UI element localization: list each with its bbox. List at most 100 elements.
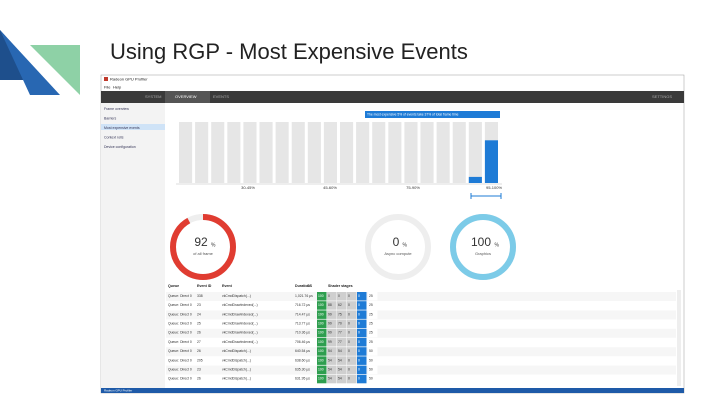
tooltip-text: The most expensive 5% of events take 37%… (367, 112, 459, 116)
cell-bg (337, 374, 347, 384)
table-header: Shader stages (328, 284, 353, 288)
table-cell: vkCmdDrawIndexed(...) (222, 340, 258, 344)
sidebar-item[interactable]: Barriers (104, 116, 117, 120)
ring-unit: % (403, 242, 408, 248)
sidebar-item[interactable]: Context rolls (104, 135, 124, 139)
status-bar (101, 388, 684, 393)
table-cell: 0 (348, 377, 350, 381)
histogram-bin-bg (388, 122, 402, 183)
cell-bg (368, 328, 378, 338)
cell-bg (368, 319, 378, 329)
histogram-bin-bg (307, 122, 321, 183)
table-cell: 0 (358, 367, 360, 371)
sidebar-item[interactable]: Frame overview (104, 107, 129, 111)
tab[interactable]: SYSTEM (145, 94, 161, 99)
table-cell: 0 (348, 358, 350, 362)
table-cell: 25 (369, 303, 373, 307)
histogram-bin-bg (323, 122, 337, 183)
table-header: Event ID (197, 284, 212, 288)
cell-bg (368, 310, 378, 319)
table-cell: 54 (328, 377, 332, 381)
scrollbar (677, 290, 681, 386)
table-cell: vkCmdDispatch(...) (222, 349, 251, 353)
tab[interactable]: OVERVIEW (175, 94, 197, 99)
table-cell: 50 (369, 349, 373, 353)
table-cell: 54 (328, 349, 332, 353)
table-cell: 0 (358, 312, 360, 316)
table-cell: 50 (369, 377, 373, 381)
menu-item[interactable]: File (104, 85, 111, 90)
table-cell: vkCmdDispatch(...) (222, 377, 251, 381)
histogram-bin-bg (468, 122, 482, 183)
cell-bg (357, 374, 367, 384)
menu-item[interactable]: Help (113, 85, 122, 90)
cell-bg (347, 356, 357, 365)
table-cell: 1,021.76 μs (295, 294, 313, 298)
table-cell: 100 (318, 294, 324, 298)
histogram-bar (484, 140, 498, 183)
table-cell: 0 (358, 349, 360, 353)
table-cell: 100 (318, 340, 324, 344)
table-cell: 0 (348, 294, 350, 298)
table-cell: 23 (197, 303, 201, 307)
table-cell: 100 (318, 367, 324, 371)
table-cell: 0 (338, 294, 340, 298)
range-label: 75-90% (406, 185, 420, 190)
table-cell: 706.46 μs (295, 340, 310, 344)
table-cell: vkCmdDispatch(...) (222, 358, 251, 362)
table-cell: 99 (328, 312, 332, 316)
cell-bg (357, 301, 367, 310)
cell-bg (337, 347, 347, 356)
tab-bar (101, 91, 684, 103)
cell-bg (317, 338, 327, 347)
cell-bg (368, 338, 378, 347)
table-cell: 100 (318, 312, 324, 316)
ring-value: 0 (393, 235, 400, 249)
tab[interactable]: EVENTS (213, 94, 229, 99)
table-cell: 635.30 μs (295, 367, 310, 371)
histogram-bin-bg (356, 122, 370, 183)
window-title: Radeon GPU Profiler (110, 77, 148, 82)
table-cell: 26 (197, 349, 201, 353)
cell-bg (337, 365, 347, 375)
table-cell: vkCmdDrawIndexed(...) (222, 312, 258, 316)
cell-bg (327, 310, 337, 319)
histogram-bin-bg (404, 122, 418, 183)
table-row-bg (166, 310, 676, 320)
tab[interactable]: SETTINGS (652, 94, 672, 99)
table-cell: 100 (318, 321, 324, 325)
ring-track (365, 214, 431, 280)
sidebar-item[interactable]: Most expensive events (104, 126, 140, 130)
table-cell: 24 (197, 312, 201, 316)
table-cell: 23 (197, 367, 201, 371)
table-cell: 638.60 μs (295, 358, 310, 362)
histogram-bin-bg (291, 122, 305, 183)
cell-bg (317, 292, 327, 301)
table-cell: 100 (318, 358, 324, 362)
cell-bg (337, 356, 347, 365)
table-header: Duration (295, 284, 310, 288)
table-cell: Queue: Direct 0 (168, 312, 192, 316)
cell-bg (317, 365, 327, 375)
cell-bg (368, 374, 378, 384)
table-header: Queue (168, 284, 179, 288)
table-cell: 0 (348, 367, 350, 371)
table-cell: 77 (338, 331, 342, 335)
table-cell: 26 (197, 377, 201, 381)
cell-bg (337, 301, 347, 310)
table-cell: 25 (369, 331, 373, 335)
table-row-bg (166, 347, 676, 357)
sidebar-item[interactable]: Device configuration (104, 145, 136, 149)
cell-bg (347, 338, 357, 347)
app-icon (104, 77, 108, 81)
table-cell: vkCmdDispatch(...) (222, 294, 251, 298)
table-cell: 338 (197, 294, 203, 298)
ring-label: Async compute (384, 251, 412, 256)
table-cell: Queue: Direct 0 (168, 349, 192, 353)
cell-bg (347, 328, 357, 338)
cell-bg (357, 356, 367, 365)
cell-bg (317, 301, 327, 310)
cell-bg (357, 310, 367, 319)
